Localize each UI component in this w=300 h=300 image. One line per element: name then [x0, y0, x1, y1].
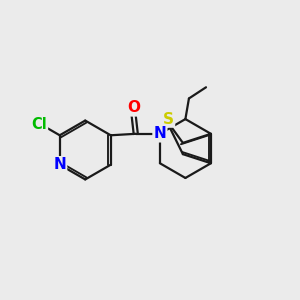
Text: N: N: [53, 157, 66, 172]
Text: N: N: [154, 126, 166, 141]
Text: Cl: Cl: [31, 117, 47, 132]
Text: S: S: [163, 112, 174, 127]
Text: O: O: [127, 100, 140, 116]
